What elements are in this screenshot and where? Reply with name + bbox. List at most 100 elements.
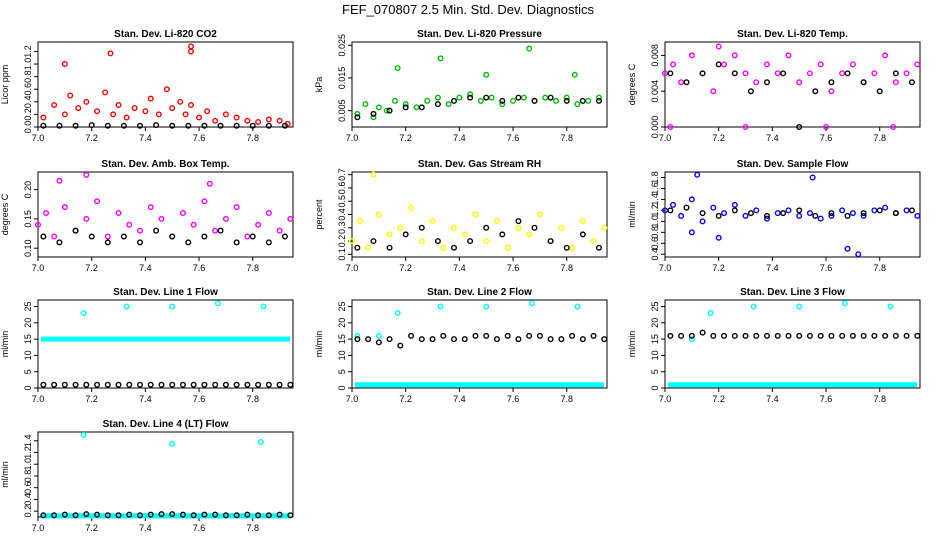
series-minute [40, 43, 291, 127]
chart-panel-4: Stan. Dev. Amb. Box Temp. degrees C 7.0 7.2… [0, 159, 294, 273]
data-point [499, 101, 506, 108]
y-tick-label: 0.7 [337, 168, 347, 181]
data-point [72, 227, 79, 234]
data-point [75, 105, 82, 112]
data-point [855, 251, 862, 258]
series-minute [41, 431, 290, 519]
data-point [809, 174, 816, 181]
data-point [699, 70, 706, 77]
data-point [201, 122, 208, 129]
data-point [688, 52, 695, 59]
y-tick-label: 0 [23, 385, 33, 390]
x-tick-label: 7.6 [507, 133, 520, 143]
data-point [440, 244, 447, 251]
series-two-point-five-min [40, 122, 288, 129]
data-point [699, 210, 706, 217]
data-point [418, 238, 425, 245]
data-point [579, 218, 586, 225]
data-point [354, 244, 361, 251]
y-tick-label: 0.015 [337, 67, 347, 90]
data-point [445, 101, 452, 108]
data-point [515, 336, 522, 343]
data-point [849, 61, 856, 68]
x-tick-label: 7.2 [399, 263, 412, 273]
x-tick-label: 7.6 [507, 263, 520, 273]
data-point [871, 332, 878, 339]
data-point [892, 332, 899, 339]
data-point [451, 244, 458, 251]
data-point [51, 233, 58, 240]
data-point [61, 61, 68, 68]
data-point [806, 332, 813, 339]
data-point [908, 79, 915, 86]
data-point [670, 61, 677, 68]
data-point [892, 70, 899, 77]
data-point [212, 381, 219, 388]
chart-panel-1: Stan. Dev. Li-820 CO2 Licor ppm 7.0 7.2 7.4 7… [0, 29, 294, 143]
data-point [94, 198, 101, 205]
data-point [386, 231, 393, 238]
x-tick-label: 7.6 [193, 523, 206, 533]
data-point [88, 233, 95, 240]
x-tick-label: 7.2 [85, 133, 98, 143]
data-point [662, 207, 669, 214]
data-point [558, 336, 565, 343]
data-point [115, 512, 122, 519]
data-point [721, 210, 728, 217]
data-point [94, 511, 101, 518]
data-point [147, 511, 154, 518]
data-point [265, 122, 272, 129]
data-point [249, 233, 256, 240]
data-point [190, 512, 197, 519]
data-point [806, 70, 813, 77]
data-point [72, 122, 79, 129]
data-point [461, 336, 468, 343]
data-point [515, 218, 522, 225]
data-point [40, 233, 47, 240]
x-tick-label: 7.2 [85, 394, 98, 404]
data-point [595, 244, 602, 251]
series-minute [667, 300, 917, 388]
data-point [731, 52, 738, 59]
data-point [56, 239, 63, 246]
data-point [747, 88, 754, 95]
data-point [126, 511, 133, 518]
y-tick-label: 0.4 [23, 493, 33, 506]
data-point [107, 50, 114, 57]
plot-frame [664, 41, 921, 128]
data-point [43, 210, 50, 217]
data-point [569, 332, 576, 339]
data-point [817, 61, 824, 68]
data-point [190, 221, 197, 228]
data-point [721, 332, 728, 339]
series-two-point-five-min [40, 381, 294, 388]
data-point [61, 204, 68, 211]
data-point [574, 303, 581, 310]
figure-title: FEF_070807 2.5 Min. Std. Dev. Diagnostic… [342, 2, 594, 17]
data-point [547, 336, 554, 343]
data-point [424, 97, 431, 104]
data-point [136, 227, 143, 234]
data-point [257, 438, 264, 445]
series-minute [35, 171, 294, 240]
data-point [828, 79, 835, 86]
chart-panel-9: Stan. Dev. Line 3 Flow ml/min 7.0 7.2 7.4 7.6… [627, 287, 921, 404]
data-point [437, 55, 444, 62]
data-point [88, 122, 95, 129]
plot-frame [664, 299, 921, 389]
series-two-point-five-min [354, 332, 608, 349]
data-point [553, 97, 560, 104]
data-point [94, 108, 101, 115]
data-point [871, 70, 878, 77]
y-tick-label: 0.2 [23, 108, 33, 121]
x-tick-label: 7.6 [820, 394, 833, 404]
x-tick-label: 7.8 [246, 394, 259, 404]
x-tick-label: 7.0 [32, 394, 45, 404]
data-point [120, 122, 127, 129]
data-point [477, 97, 484, 104]
data-point [710, 332, 717, 339]
data-point [839, 70, 846, 77]
x-tick-label: 7.8 [560, 263, 573, 273]
x-tick-label: 7.0 [346, 263, 359, 273]
data-point [526, 231, 533, 238]
